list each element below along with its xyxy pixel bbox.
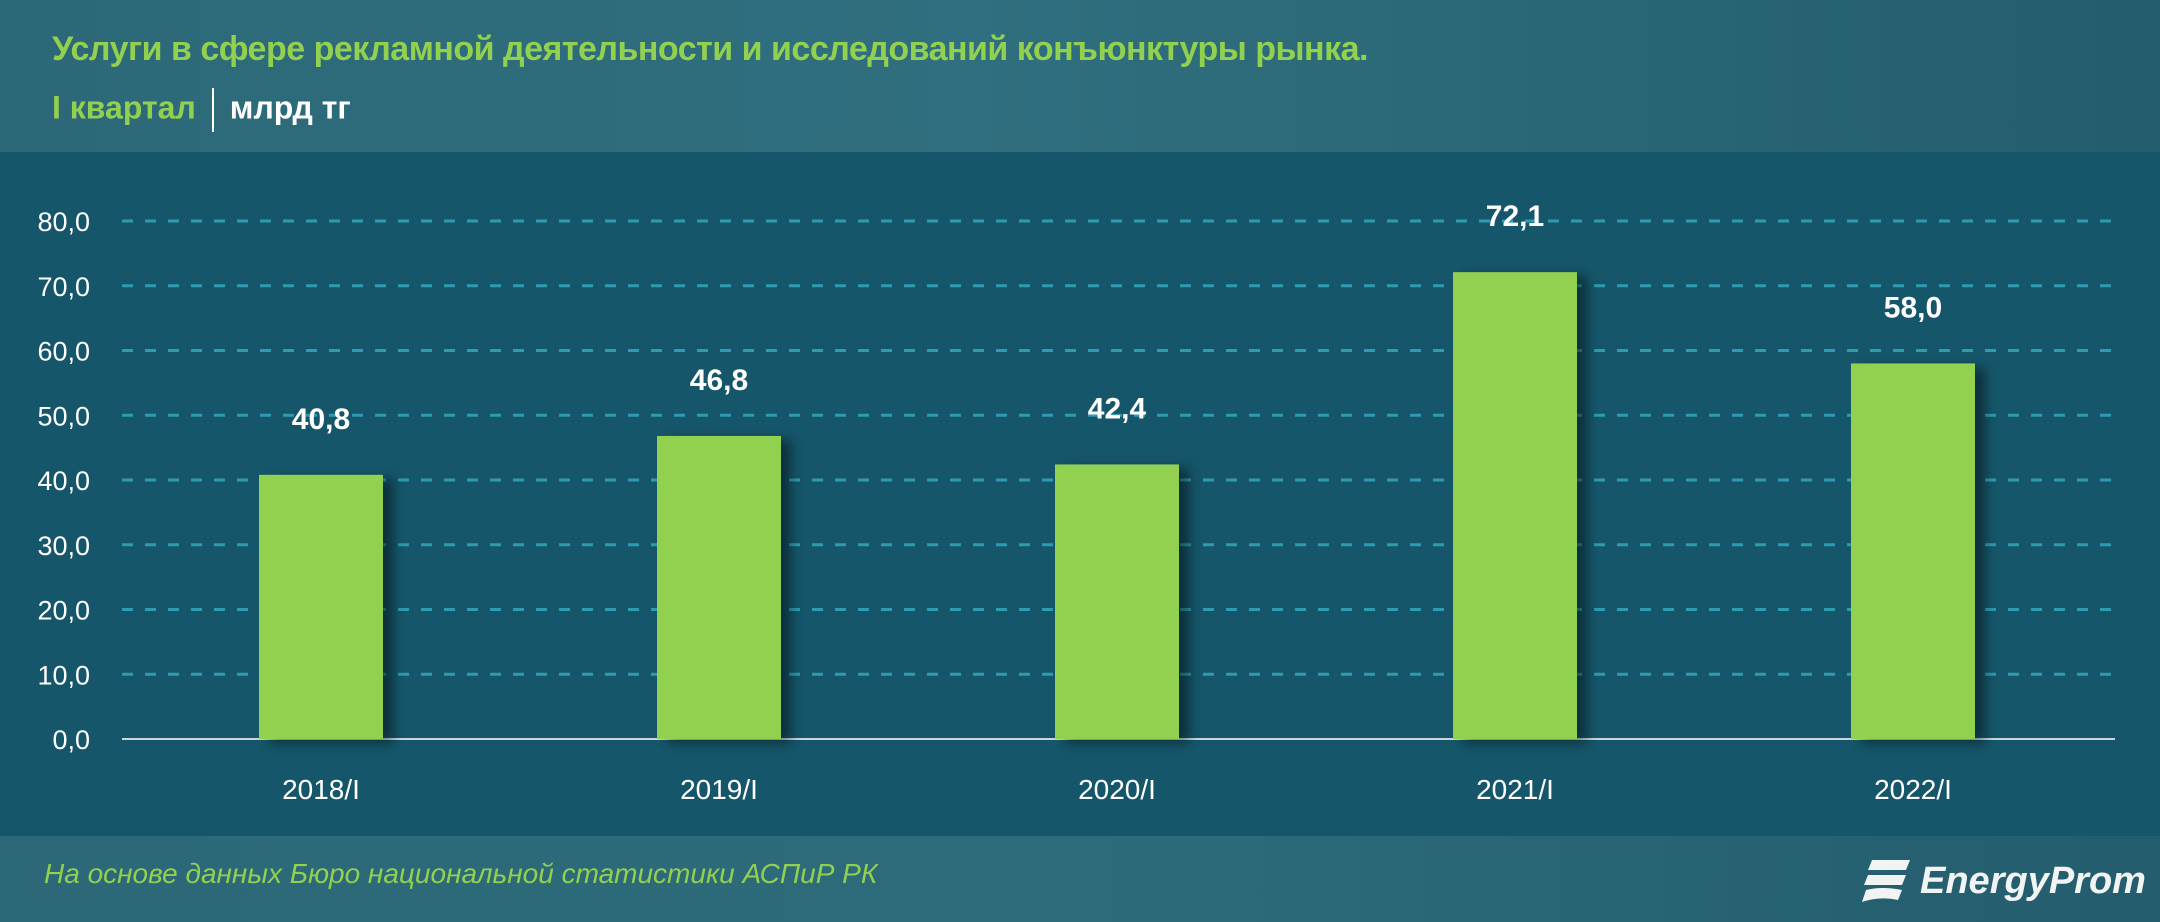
chart-area: 0,0 10,0 20,0 30,0 40,0 50,0 60,0 70,0 80,0 40,8 2…	[0, 152, 2160, 836]
y-tick-label: 40,0	[37, 466, 90, 496]
logo-icon	[1862, 860, 1910, 902]
bar	[657, 435, 781, 739]
y-tick-label: 70,0	[37, 272, 90, 302]
y-tick-label: 60,0	[37, 337, 90, 367]
y-tick-label: 30,0	[37, 531, 90, 561]
period-label: I квартал	[52, 89, 196, 126]
data-label: 42,4	[1088, 392, 1147, 425]
chart-subtitle: I квартал млрд тг	[52, 88, 351, 132]
y-tick-label: 10,0	[37, 660, 90, 690]
data-label: 72,1	[1486, 200, 1544, 233]
chart-header: Услуги в сфере рекламной деятельности и …	[0, 0, 2160, 152]
data-label: 58,0	[1884, 291, 1942, 324]
y-tick-label: 0,0	[52, 725, 90, 755]
y-tick-label: 80,0	[37, 207, 90, 237]
energyprom-logo: EnergyProm	[1862, 858, 2146, 904]
logo-text: EnergyProm	[1920, 859, 2146, 902]
divider	[211, 88, 214, 132]
x-tick-label: 2022/I	[1874, 774, 1952, 805]
unit-label: млрд тг	[229, 89, 351, 126]
x-tick-label: 2021/I	[1476, 774, 1554, 805]
x-tick-label: 2018/I	[282, 774, 360, 805]
chart-footer: На основе данных Бюро национальной стати…	[0, 836, 2160, 922]
bar-chart: 0,0 10,0 20,0 30,0 40,0 50,0 60,0 70,0 80,0 40,8 2…	[37, 200, 2115, 805]
bar	[1055, 464, 1179, 739]
data-label: 46,8	[690, 364, 748, 397]
x-tick-label: 2020/I	[1078, 774, 1156, 805]
bar	[1851, 363, 1975, 739]
source-note: На основе данных Бюро национальной стати…	[44, 858, 878, 889]
bar	[1453, 272, 1577, 739]
bar	[259, 474, 383, 739]
x-tick-label: 2019/I	[680, 774, 758, 805]
chart-title: Услуги в сфере рекламной деятельности и …	[52, 30, 1368, 68]
data-label: 40,8	[292, 403, 350, 436]
y-tick-label: 20,0	[37, 596, 90, 626]
y-tick-label: 50,0	[37, 401, 90, 431]
